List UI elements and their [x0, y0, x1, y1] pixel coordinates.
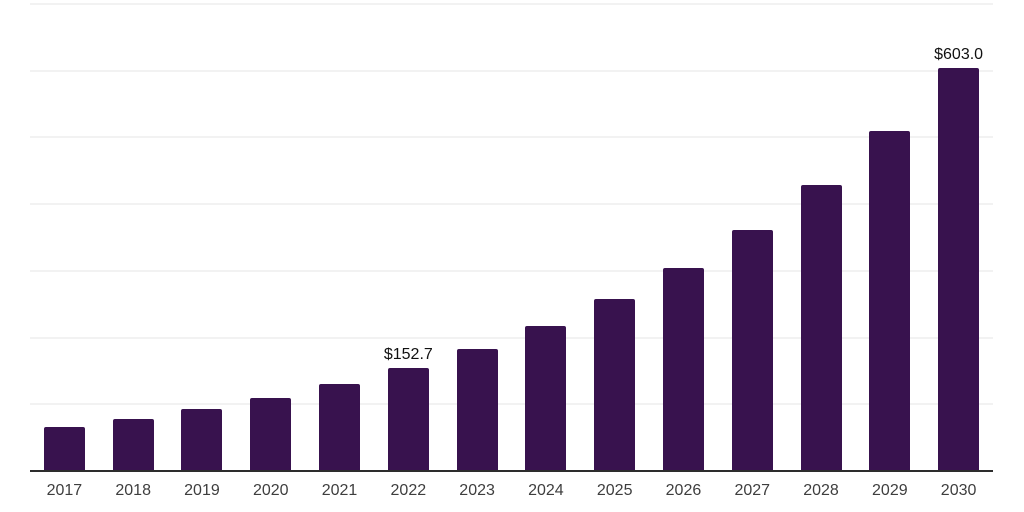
x-tick-label-2024: 2024: [528, 482, 564, 499]
y-gridline-100: [30, 403, 993, 406]
x-tick-label-2023: 2023: [459, 482, 495, 499]
x-tick-label-2021: 2021: [321, 482, 358, 499]
x-tick-label-2019: 2019: [184, 482, 220, 499]
x-tick-label-2022: 2022: [390, 482, 427, 499]
x-tick-label-2020: 2020: [252, 482, 289, 499]
bar-2022: [387, 368, 429, 470]
y-gridline-700: [30, 3, 993, 5]
y-gridline-400: [30, 203, 993, 206]
x-tick-label-2017: 2017: [46, 482, 83, 499]
x-axis: 2017 2018 2019 2020 2021 2022 2023 2024 2025 2026…: [30, 481, 993, 503]
bar-2027: [731, 229, 773, 470]
bar-2029: [869, 131, 911, 470]
y-gridline-300: [30, 269, 993, 272]
plot-area: $152.7 $603.0: [30, 3, 993, 472]
x-tick-label-2030: 2030: [940, 482, 977, 499]
bar-2025: [594, 299, 636, 470]
bar-2024: [525, 326, 567, 470]
y-gridline-200: [30, 336, 993, 339]
x-tick-label-2029: 2029: [872, 482, 908, 499]
y-gridline-500: [30, 136, 993, 139]
bar-2023: [456, 349, 498, 470]
x-tick-label-2018: 2018: [115, 482, 151, 499]
value-label-2030: $603.0: [934, 45, 984, 63]
value-label-2022: $152.7: [383, 346, 433, 364]
bar-2017: [43, 426, 85, 470]
x-tick-label-2027: 2027: [734, 482, 771, 499]
y-gridline-600: [30, 69, 993, 72]
bar-2026: [662, 267, 704, 470]
x-tick-label-2028: 2028: [803, 482, 839, 499]
bar-2018: [112, 418, 154, 470]
bar-2019: [181, 409, 223, 470]
x-tick-label-2026: 2026: [665, 482, 702, 499]
bar-2030: [938, 67, 980, 470]
bar-2021: [319, 384, 361, 470]
x-tick-label-2025: 2025: [596, 482, 633, 499]
bar-2020: [250, 397, 292, 470]
bar-2028: [800, 184, 842, 470]
